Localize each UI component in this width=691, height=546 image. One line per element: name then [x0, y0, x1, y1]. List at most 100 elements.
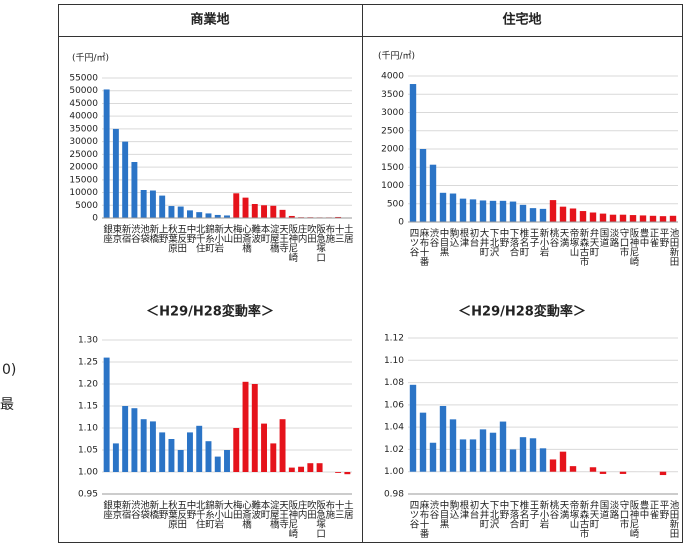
x-tick-label: 北千住 [194, 500, 206, 529]
bar [409, 84, 417, 222]
bar [112, 443, 119, 472]
x-tick-label: 中野 [498, 227, 510, 247]
bar [469, 199, 477, 222]
bar [224, 215, 230, 218]
x-tick-label: 正雀 [648, 228, 660, 248]
x-tick-label: 五反田 [175, 500, 187, 529]
bar [509, 449, 517, 472]
table-border [58, 4, 683, 543]
y-tick-label: 4000 [381, 72, 404, 82]
bar [629, 215, 637, 222]
bar [335, 216, 342, 218]
x-tick-label: 池袋 [138, 223, 150, 243]
x-tick-label: 淀屋橋 [268, 223, 280, 253]
y-tick-label: 1.04 [384, 423, 404, 433]
x-tick-label: 中野 [498, 499, 510, 519]
x-tick-label: 吹田 [305, 223, 317, 244]
x-tick-label: 麻布十番 [418, 499, 430, 539]
x-tick-label: 渋谷 [428, 227, 440, 248]
x-tick-label: 駒込 [448, 499, 460, 519]
bar [519, 437, 527, 472]
bar [149, 190, 156, 218]
x-tick-label: 銀座 [101, 223, 113, 244]
x-tick-label: 中目黒 [438, 499, 450, 529]
x-tick-label: 中野 [184, 499, 196, 519]
x-tick-label: 四ツ谷 [408, 500, 420, 529]
bar [233, 428, 240, 472]
bar [279, 209, 286, 218]
bar [499, 421, 507, 472]
bar [609, 214, 617, 222]
x-tick-label: 阪急塚口 [314, 224, 326, 262]
x-tick-label: 梅田 [231, 499, 243, 520]
bar [459, 439, 467, 472]
bar [316, 463, 323, 472]
y-tick-label: 50000 [69, 86, 98, 96]
chart-title: 住宅地 [502, 12, 541, 28]
x-tick-label: 帝塚山 [568, 227, 580, 256]
x-tick-label: 淀屋橋 [268, 499, 280, 529]
x-tick-label: 豊中 [638, 499, 650, 520]
x-tick-label: 布施 [323, 499, 335, 520]
y-axis-label: (千円/㎡) [378, 51, 415, 62]
x-tick-label: 難波 [249, 499, 261, 520]
x-tick-label: 渋谷 [428, 499, 440, 520]
margin-fragment: 0) [2, 362, 16, 378]
x-tick-label: 心斎橋 [240, 224, 252, 253]
bar [196, 212, 203, 218]
x-tick-label: 上野 [157, 224, 169, 243]
y-tick-label: 40000 [69, 112, 98, 122]
bar [103, 89, 110, 218]
bar [489, 200, 497, 222]
x-tick-label: 新森古市 [578, 499, 590, 539]
bar [242, 197, 249, 218]
bar [112, 128, 119, 218]
bar [419, 412, 427, 472]
x-tick-label: 吹田 [305, 499, 317, 520]
y-tick-label: 0.98 [384, 490, 404, 500]
bar [589, 467, 597, 472]
y-tick-label: 25000 [69, 150, 98, 160]
bar [569, 466, 577, 472]
x-tick-label: 新橋 [147, 223, 159, 244]
y-tick-label: 1000 [381, 181, 404, 191]
chart-title: ＜H29/H28変動率＞ [458, 304, 586, 320]
y-tick-label: 0.95 [78, 490, 98, 500]
bar [579, 211, 587, 222]
y-tick-label: 55000 [69, 74, 98, 84]
bar [140, 190, 147, 218]
margin-fragment: 最 [0, 397, 14, 413]
x-tick-label: 桃谷 [548, 499, 560, 520]
x-tick-label: 初台 [468, 499, 480, 520]
y-tick-label: 20000 [69, 163, 98, 173]
x-tick-label: 弁天町 [588, 227, 600, 256]
bar [288, 215, 295, 218]
bar [214, 214, 221, 218]
x-tick-label: 本町 [259, 223, 271, 243]
x-tick-label: 池袋 [138, 499, 150, 519]
y-tick-label: 0 [92, 214, 98, 224]
x-tick-label: 王子 [528, 500, 540, 519]
x-tick-label: 守口市 [618, 227, 630, 257]
y-tick-label: 1.30 [78, 336, 98, 346]
bar [233, 193, 240, 218]
bar [261, 423, 267, 472]
y-tick-label: 2500 [381, 126, 404, 136]
x-tick-label: 阪神尼崎 [286, 500, 298, 538]
x-tick-label: 東京 [110, 499, 122, 520]
bar [649, 215, 657, 222]
x-tick-label: 新森古市 [578, 227, 590, 267]
y-tick-label: 2000 [381, 145, 404, 155]
bar [499, 200, 507, 222]
bar [639, 215, 647, 222]
x-tick-label: 四ツ谷 [408, 228, 420, 257]
bar [224, 450, 230, 472]
y-tick-label: 1.15 [78, 402, 98, 412]
x-tick-label: 椎名町 [518, 227, 530, 256]
x-tick-label: 天満 [558, 228, 570, 248]
bar [214, 456, 221, 472]
bar [549, 459, 557, 472]
bar [559, 206, 567, 222]
y-tick-label: 1.05 [78, 446, 98, 456]
bar [439, 405, 447, 472]
